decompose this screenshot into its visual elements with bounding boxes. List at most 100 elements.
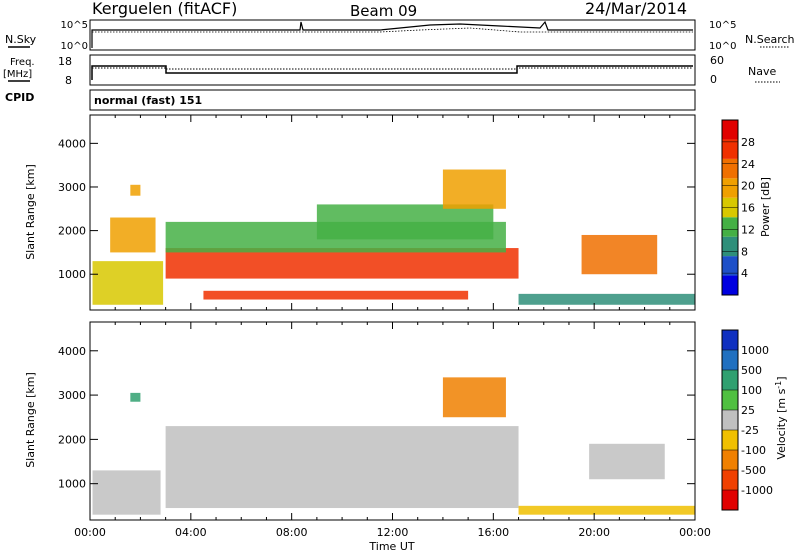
y-tick-label: 1000 (58, 478, 86, 491)
nsearch-tick-bottom: 10^0 (709, 41, 736, 52)
power-colorbar-ticks: 4 8 12 16 20 24 28 (722, 136, 755, 280)
velocity-region-2 (589, 443, 665, 480)
velocity-colorbar-tick-label: 25 (741, 404, 755, 417)
power-region-9 (518, 293, 695, 305)
nsearch-tick-top: 10^5 (709, 20, 736, 31)
power-colorbar-swatch (722, 120, 738, 140)
velocity-colorbar-swatch (722, 390, 738, 410)
x-tick-label: 04:00 (175, 526, 207, 539)
velocity-colorbar-swatch (722, 470, 738, 490)
velocity-colorbar-swatch (722, 370, 738, 390)
power-colorbar-swatch (722, 139, 738, 159)
nsky-tick-bottom: 10^0 (61, 41, 88, 52)
power-colorbar-swatches (722, 120, 738, 295)
nsearch-trace (92, 27, 693, 33)
power-data-layer (92, 169, 695, 305)
velocity-colorbar-swatch (722, 450, 738, 470)
nave-tick-top: 60 (710, 54, 724, 67)
velocity-colorbar-ticks: 1000 500 100 25 -25 -100 -500 -1000 (722, 344, 773, 497)
power-colorbar-tick-label: 12 (741, 223, 755, 236)
power-region-7 (442, 169, 506, 209)
power-region-2 (130, 184, 141, 196)
power-colorbar-tick-label: 20 (741, 180, 755, 193)
power-colorbar-swatch (722, 217, 738, 237)
velocity-colorbar-swatches (722, 330, 738, 510)
station-title: Kerguelen (fitACF) (92, 0, 237, 18)
velocity-region-1 (92, 470, 161, 515)
y-tick-label: 2000 (58, 433, 86, 446)
power-region-5 (203, 290, 469, 300)
velocity-y-ticks: 1000 2000 3000 4000 (58, 345, 695, 491)
freq-label-line2: [MHz] (3, 69, 32, 80)
nsky-trace (91, 20, 693, 48)
velocity-colorbar-tick-label: 1000 (741, 344, 769, 357)
y-tick-label: 3000 (58, 181, 86, 194)
freq-label-line1: Freq. (10, 57, 35, 68)
nave-trace (92, 67, 693, 70)
velocity-colorbar-tick-label: -500 (741, 464, 766, 477)
power-colorbar-tick-label: 4 (741, 267, 748, 280)
velocity-colorbar-tick-label: -1000 (741, 484, 773, 497)
x-tick-label: 20:00 (578, 526, 610, 539)
velocity-colorbar-swatch (722, 490, 738, 510)
beam-title: Beam 09 (350, 2, 417, 20)
velocity-region-4 (442, 377, 506, 418)
velocity-region-5 (518, 505, 695, 515)
x-tick-label: 00:00 (74, 526, 106, 539)
y-tick-label: 1000 (58, 268, 86, 281)
velocity-colorbar-swatch (722, 430, 738, 450)
power-panel: 1000 2000 3000 4000 Slant Range [km] (24, 114, 696, 311)
velocity-region-3 (130, 392, 141, 402)
power-x-ticks (89, 115, 696, 310)
freq-tick-bottom: 8 (65, 74, 72, 87)
velocity-colorbar-tick-label: -100 (741, 444, 766, 457)
time-axis-label: Time UT (368, 540, 414, 553)
x-tick-label: 12:00 (377, 526, 409, 539)
velocity-x-ticks (89, 322, 696, 520)
x-tick-label: 16:00 (477, 526, 509, 539)
freq-trace (91, 65, 693, 80)
date-title: 24/Mar/2014 (585, 0, 687, 18)
velocity-colorbar-border (721, 329, 739, 511)
cpid-label: CPID (5, 91, 34, 104)
nsky-label: N.Sky (5, 33, 37, 46)
power-colorbar-swatch (722, 178, 738, 198)
power-colorbar-swatch (722, 236, 738, 257)
freq-tick-top: 18 (58, 55, 72, 68)
nave-tick-bottom: 0 (710, 73, 717, 86)
velocity-colorbar-swatch (722, 330, 738, 350)
x-tick-label: 00:00 (679, 526, 711, 539)
power-colorbar-swatch (722, 158, 738, 179)
nsearch-label: N.Search (745, 33, 795, 46)
nave-label: Nave (748, 65, 776, 78)
y-tick-label: 4000 (58, 137, 86, 150)
velocity-colorbar-swatch (722, 410, 738, 430)
cpid-panel (89, 89, 696, 111)
y-tick-label: 2000 (58, 225, 86, 238)
power-y-ticks: 1000 2000 3000 4000 (58, 137, 695, 281)
velocity-data-layer (92, 377, 695, 515)
power-colorbar-swatch (722, 256, 738, 276)
power-region-0 (92, 261, 164, 305)
freq-panel (89, 54, 696, 86)
velocity-colorbar-swatch (722, 350, 738, 370)
y-tick-label: 4000 (58, 345, 86, 358)
power-colorbar-tick-label: 28 (741, 136, 755, 149)
cpid-value: normal (fast) 151 (94, 94, 202, 107)
y-tick-label: 3000 (58, 389, 86, 402)
x-tick-label: 08:00 (276, 526, 308, 539)
velocity-colorbar: 1000 500 100 25 -25 -100 -500 -1000 Velocity [m… (721, 329, 788, 511)
nsky-panel (89, 19, 696, 51)
nsky-tick-top: 10^5 (61, 20, 88, 31)
power-region-6 (316, 204, 494, 240)
velocity-colorbar-tick-label: 100 (741, 384, 762, 397)
velocity-colorbar-tick-label: 500 (741, 364, 762, 377)
power-colorbar-label: Power [dB] (759, 177, 772, 237)
velocity-colorbar-tick-label: -25 (741, 424, 759, 437)
power-ylabel: Slant Range [km] (24, 164, 37, 260)
power-colorbar-swatch (722, 275, 738, 295)
power-region-8 (581, 234, 658, 275)
time-tick-labels: 00:00 04:00 08:00 12:00 16:00 20:00 00:00 (74, 526, 711, 539)
